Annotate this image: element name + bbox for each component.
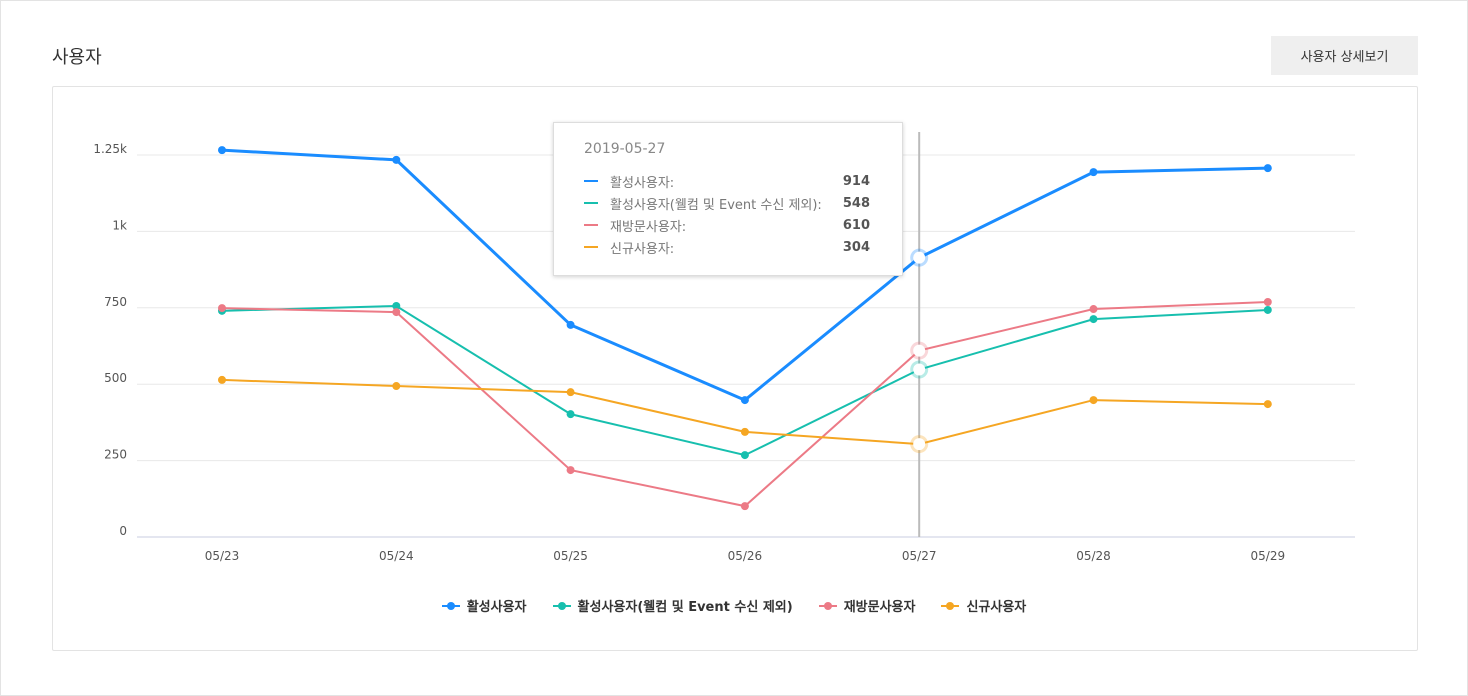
legend-marker-icon <box>941 601 960 611</box>
highlight-point <box>913 251 926 264</box>
data-point <box>740 502 749 511</box>
x-tick-label: 05/24 <box>379 549 414 563</box>
legend-label: 활성사용자 <box>466 600 527 615</box>
data-point <box>218 304 226 313</box>
y-tick-label: 1.25k <box>93 142 127 156</box>
tooltip-value: 914 <box>842 173 870 189</box>
tooltip-label: 활성사용자: <box>610 175 675 191</box>
data-point <box>1263 400 1272 409</box>
data-point <box>392 301 401 310</box>
data-point <box>740 451 749 460</box>
chart-legend: 활성사용자 활성사용자(웰컴 및 Event 수신 제외) 재방문사용자 신규사용자 <box>0 596 1468 615</box>
data-point <box>566 320 575 329</box>
legend-marker-icon <box>818 601 837 611</box>
y-tick-label: 0 <box>119 524 127 538</box>
data-point <box>218 146 226 155</box>
data-point <box>218 375 226 384</box>
tooltip-label: 신규사용자: <box>610 241 675 257</box>
tooltip-value: 548 <box>842 195 870 211</box>
series-swatch-icon <box>584 180 598 182</box>
data-point <box>1263 305 1272 314</box>
tooltip-value: 304 <box>842 239 870 255</box>
data-point <box>392 155 401 164</box>
x-tick-label: 05/25 <box>553 549 588 563</box>
page-title: 사용자 <box>52 47 102 68</box>
tooltip-label: 활성사용자(웰컴 및 Event 수신 제외): <box>610 197 822 213</box>
tooltip-row: 신규사용자: 304 <box>584 237 870 257</box>
y-tick-label: 500 <box>104 371 127 385</box>
data-point <box>1089 305 1098 314</box>
data-point <box>392 382 401 391</box>
data-point <box>566 388 575 397</box>
data-point <box>566 410 575 419</box>
chart-tooltip: 2019-05-27 활성사용자: 914 활성사용자(웰컴 및 Event 수신 … <box>553 122 903 276</box>
x-tick-label: 05/27 <box>902 549 937 563</box>
tooltip-row: 활성사용자: 914 <box>584 171 870 191</box>
legend-marker-icon <box>552 601 571 611</box>
x-tick-label: 05/28 <box>1076 549 1111 563</box>
tooltip-value: 610 <box>842 217 870 233</box>
tooltip-date: 2019-05-27 <box>584 141 666 157</box>
legend-item[interactable]: 활성사용자(웰컴 및 Event 수신 제외) <box>552 596 793 615</box>
series-swatch-icon <box>584 246 598 248</box>
legend-label: 재방문사용자 <box>843 600 916 615</box>
legend-label: 신규사용자 <box>966 600 1027 615</box>
series-swatch-icon <box>584 224 598 226</box>
tooltip-row: 재방문사용자: 610 <box>584 215 870 235</box>
data-point <box>1089 315 1098 324</box>
highlight-point <box>913 344 926 357</box>
data-point <box>1263 297 1272 306</box>
x-tick-label: 05/29 <box>1251 549 1286 563</box>
data-point <box>1089 168 1098 177</box>
highlight-point <box>913 363 926 376</box>
data-point <box>392 308 401 317</box>
tooltip-row: 활성사용자(웰컴 및 Event 수신 제외): 548 <box>584 193 870 213</box>
data-point <box>1089 396 1098 405</box>
legend-marker-icon <box>441 601 460 611</box>
legend-item[interactable]: 활성사용자 <box>441 596 527 615</box>
user-detail-button[interactable]: 사용자 상세보기 <box>1271 36 1418 75</box>
highlight-point <box>913 438 926 451</box>
legend-item[interactable]: 재방문사용자 <box>818 596 916 615</box>
data-point <box>740 396 749 405</box>
legend-item[interactable]: 신규사용자 <box>941 596 1026 615</box>
data-point <box>566 466 575 475</box>
x-tick-label: 05/26 <box>728 549 763 563</box>
y-tick-label: 250 <box>104 448 127 462</box>
chart-panel <box>52 86 1418 651</box>
data-point <box>1263 164 1272 173</box>
y-tick-label: 750 <box>104 295 127 309</box>
series-swatch-icon <box>584 202 598 204</box>
data-point <box>740 427 749 436</box>
x-tick-label: 05/23 <box>205 549 240 563</box>
legend-label: 활성사용자(웰컴 및 Event 수신 제외) <box>577 600 793 615</box>
y-tick-label: 1k <box>112 218 127 232</box>
tooltip-label: 재방문사용자: <box>610 219 687 235</box>
